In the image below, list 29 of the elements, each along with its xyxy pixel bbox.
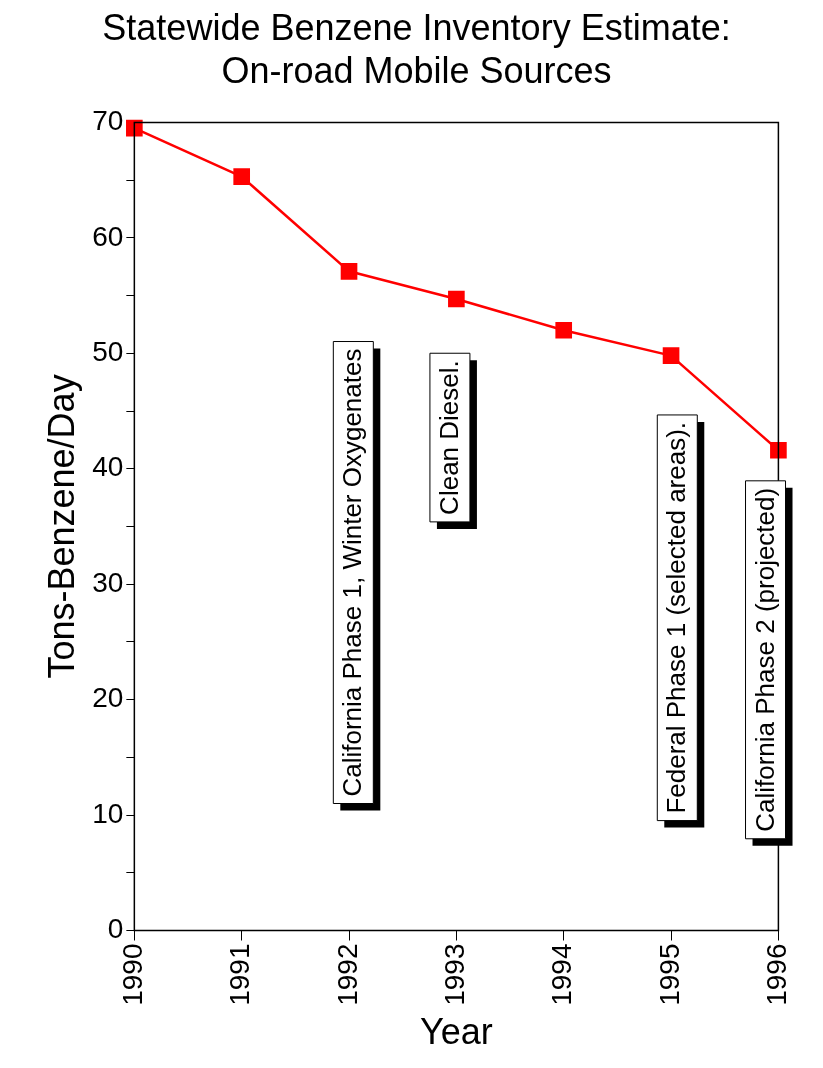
point: [662, 347, 680, 364]
annotation: California Phase 2 (projected): [749, 487, 780, 832]
y-tick-label: 10: [92, 797, 124, 829]
y-axis-title: Tons-Benzene/Day: [40, 374, 82, 679]
y-tick-label: 60: [92, 220, 124, 252]
point: [126, 119, 143, 137]
x-tick-label: 1995: [653, 943, 685, 1006]
x-tick-label: 1991: [224, 943, 256, 1006]
x-tick-label: 1994: [546, 943, 578, 1006]
x-tick-label: 1990: [117, 943, 149, 1006]
point: [770, 441, 787, 459]
x-tick-label: 1996: [761, 943, 793, 1006]
point: [340, 263, 358, 280]
annotation: Clean Diesel.: [434, 360, 465, 515]
y-tick-label: 40: [92, 451, 124, 483]
point: [448, 290, 465, 308]
x-axis-title: Year: [420, 1011, 493, 1053]
chart-title: Statewide Benzene Inventory Estimate: On-road Mobile Sources: [102, 6, 731, 91]
point: [233, 168, 251, 185]
x-tick-label: 1992: [331, 943, 363, 1006]
annotation: California Phase 1, Winter Oxygenates: [337, 348, 368, 797]
y-tick-label: 50: [92, 336, 124, 368]
point: [555, 321, 573, 339]
y-tick-label: 30: [92, 566, 124, 598]
y-tick-label: 20: [92, 682, 124, 714]
annotation: Federal Phase 1 (selected areas).: [661, 421, 692, 814]
x-tick-label: 1993: [439, 943, 471, 1006]
y-tick-label: 0: [107, 913, 124, 945]
y-tick-label: 70: [92, 105, 124, 137]
